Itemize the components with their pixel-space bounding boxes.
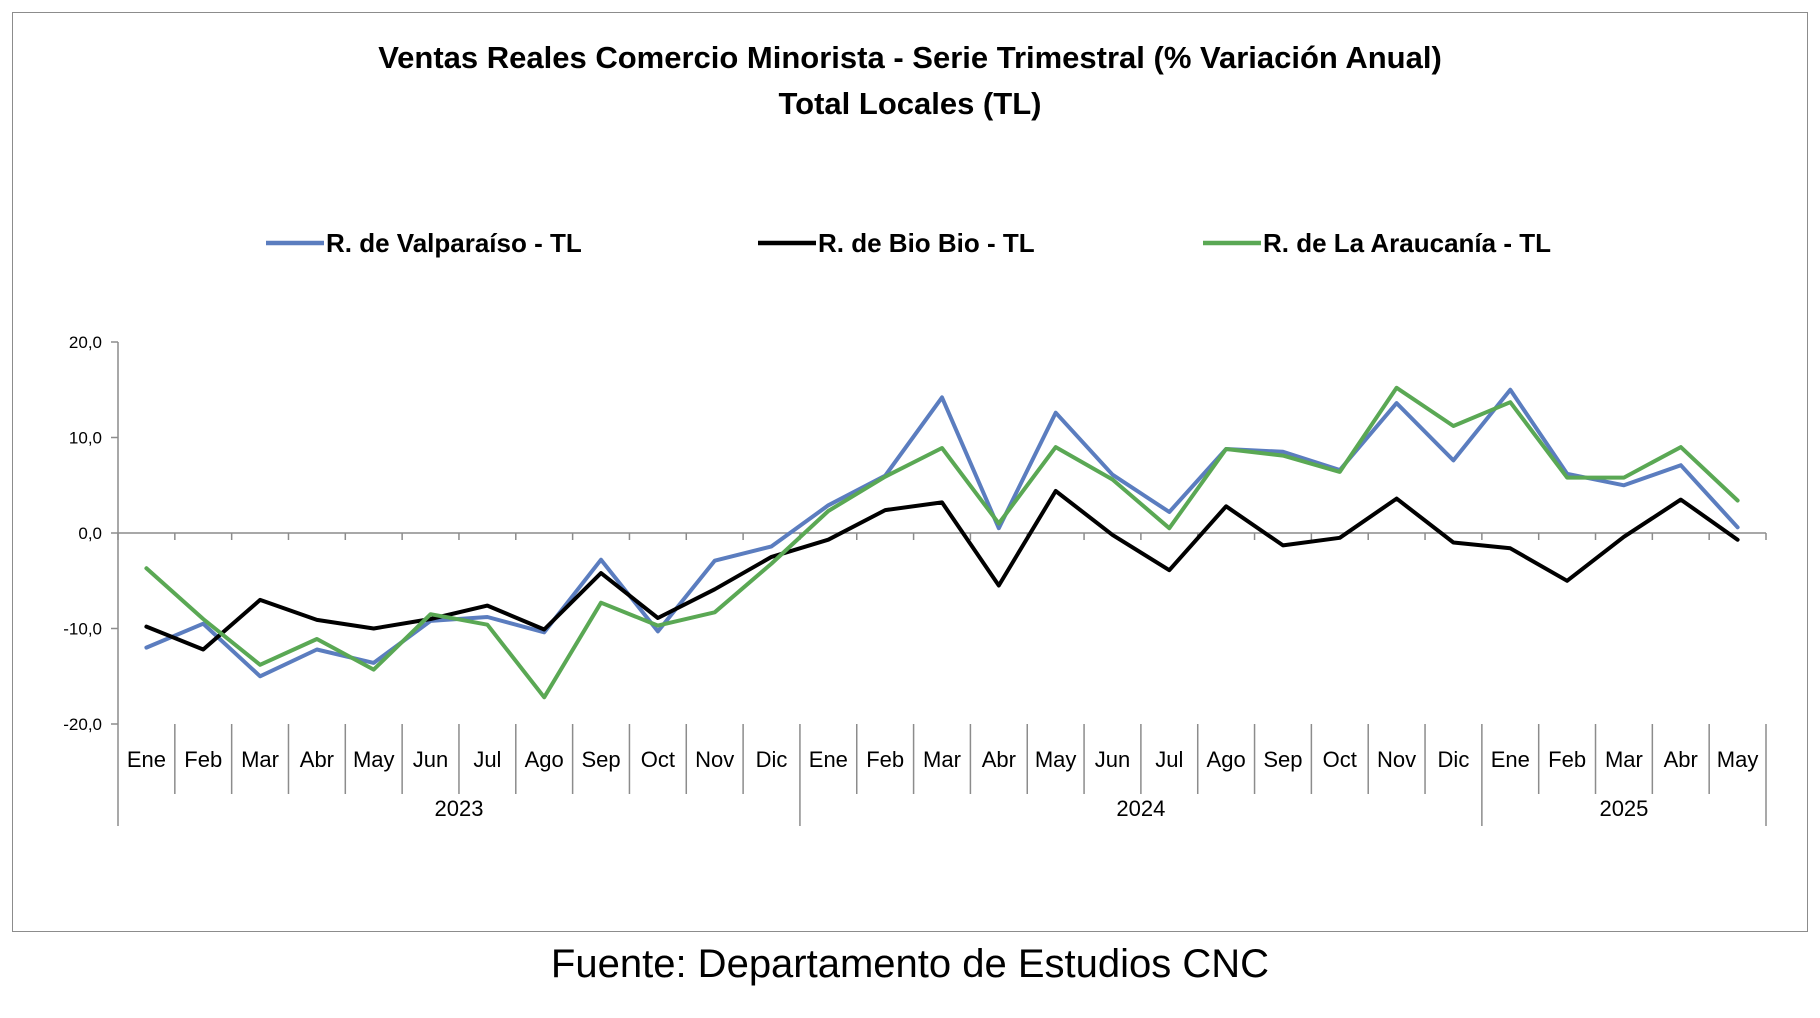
category-label: Ago xyxy=(1207,747,1246,772)
category-label: Mar xyxy=(241,747,279,772)
category-label: Feb xyxy=(184,747,222,772)
category-label: Nov xyxy=(695,747,734,772)
category-label: Abr xyxy=(300,747,334,772)
category-label: May xyxy=(1035,747,1077,772)
series-lines xyxy=(144,385,1740,700)
category-label: Sep xyxy=(1263,747,1302,772)
year-label: 2023 xyxy=(434,796,483,821)
chart-frame xyxy=(12,12,1808,932)
category-label: Oct xyxy=(1323,747,1357,772)
category-label: Dic xyxy=(756,747,788,772)
category-label: Feb xyxy=(866,747,904,772)
year-label: 2025 xyxy=(1599,796,1648,821)
category-label: Ene xyxy=(127,747,166,772)
category-label: Jun xyxy=(1095,747,1130,772)
chart-title: Ventas Reales Comercio Minorista - Serie… xyxy=(378,40,1442,75)
category-label: Jul xyxy=(1155,747,1183,772)
category-label: Abr xyxy=(982,747,1016,772)
x-axis: Ene Feb Mar Abr May Jun Jul Ago Sep Oct Nov Dic Ene F… xyxy=(117,532,1767,826)
y-axis: 20,0 10,0 0,0 -10,0 -20,0 xyxy=(63,333,119,734)
y-tick-label: 0,0 xyxy=(78,524,102,543)
category-label: Feb xyxy=(1548,747,1586,772)
legend-label-1: R. de Valparaíso - TL xyxy=(326,228,582,258)
legend: R. de Valparaíso - TL R. de Bio Bio - TL R… xyxy=(266,228,1551,258)
source-note: Fuente: Departamento de Estudios CNC xyxy=(550,942,1270,986)
category-label: Dic xyxy=(1438,747,1470,772)
legend-label-2: R. de Bio Bio - TL xyxy=(818,228,1035,258)
category-label: Jul xyxy=(473,747,501,772)
category-label: Ene xyxy=(809,747,848,772)
series-line-2 xyxy=(144,489,1740,652)
category-label: Mar xyxy=(1605,747,1643,772)
y-tick-label: 10,0 xyxy=(69,429,102,448)
category-label: May xyxy=(1717,747,1759,772)
category-label: May xyxy=(353,747,395,772)
category-label: Ago xyxy=(525,747,564,772)
category-label: Ene xyxy=(1491,747,1530,772)
year-label: 2024 xyxy=(1116,796,1165,821)
category-label: Sep xyxy=(581,747,620,772)
series-line-3 xyxy=(144,385,1740,700)
category-label: Nov xyxy=(1377,747,1416,772)
y-tick-label: -10,0 xyxy=(63,620,102,639)
category-label: Jun xyxy=(413,747,448,772)
y-tick-label: 20,0 xyxy=(69,333,102,352)
category-label: Mar xyxy=(923,747,961,772)
legend-label-3: R. de La Araucanía - TL xyxy=(1263,228,1551,258)
y-tick-label: -20,0 xyxy=(63,715,102,734)
category-label: Abr xyxy=(1664,747,1698,772)
category-label: Oct xyxy=(641,747,675,772)
chart-subtitle: Total Locales (TL) xyxy=(779,86,1042,121)
